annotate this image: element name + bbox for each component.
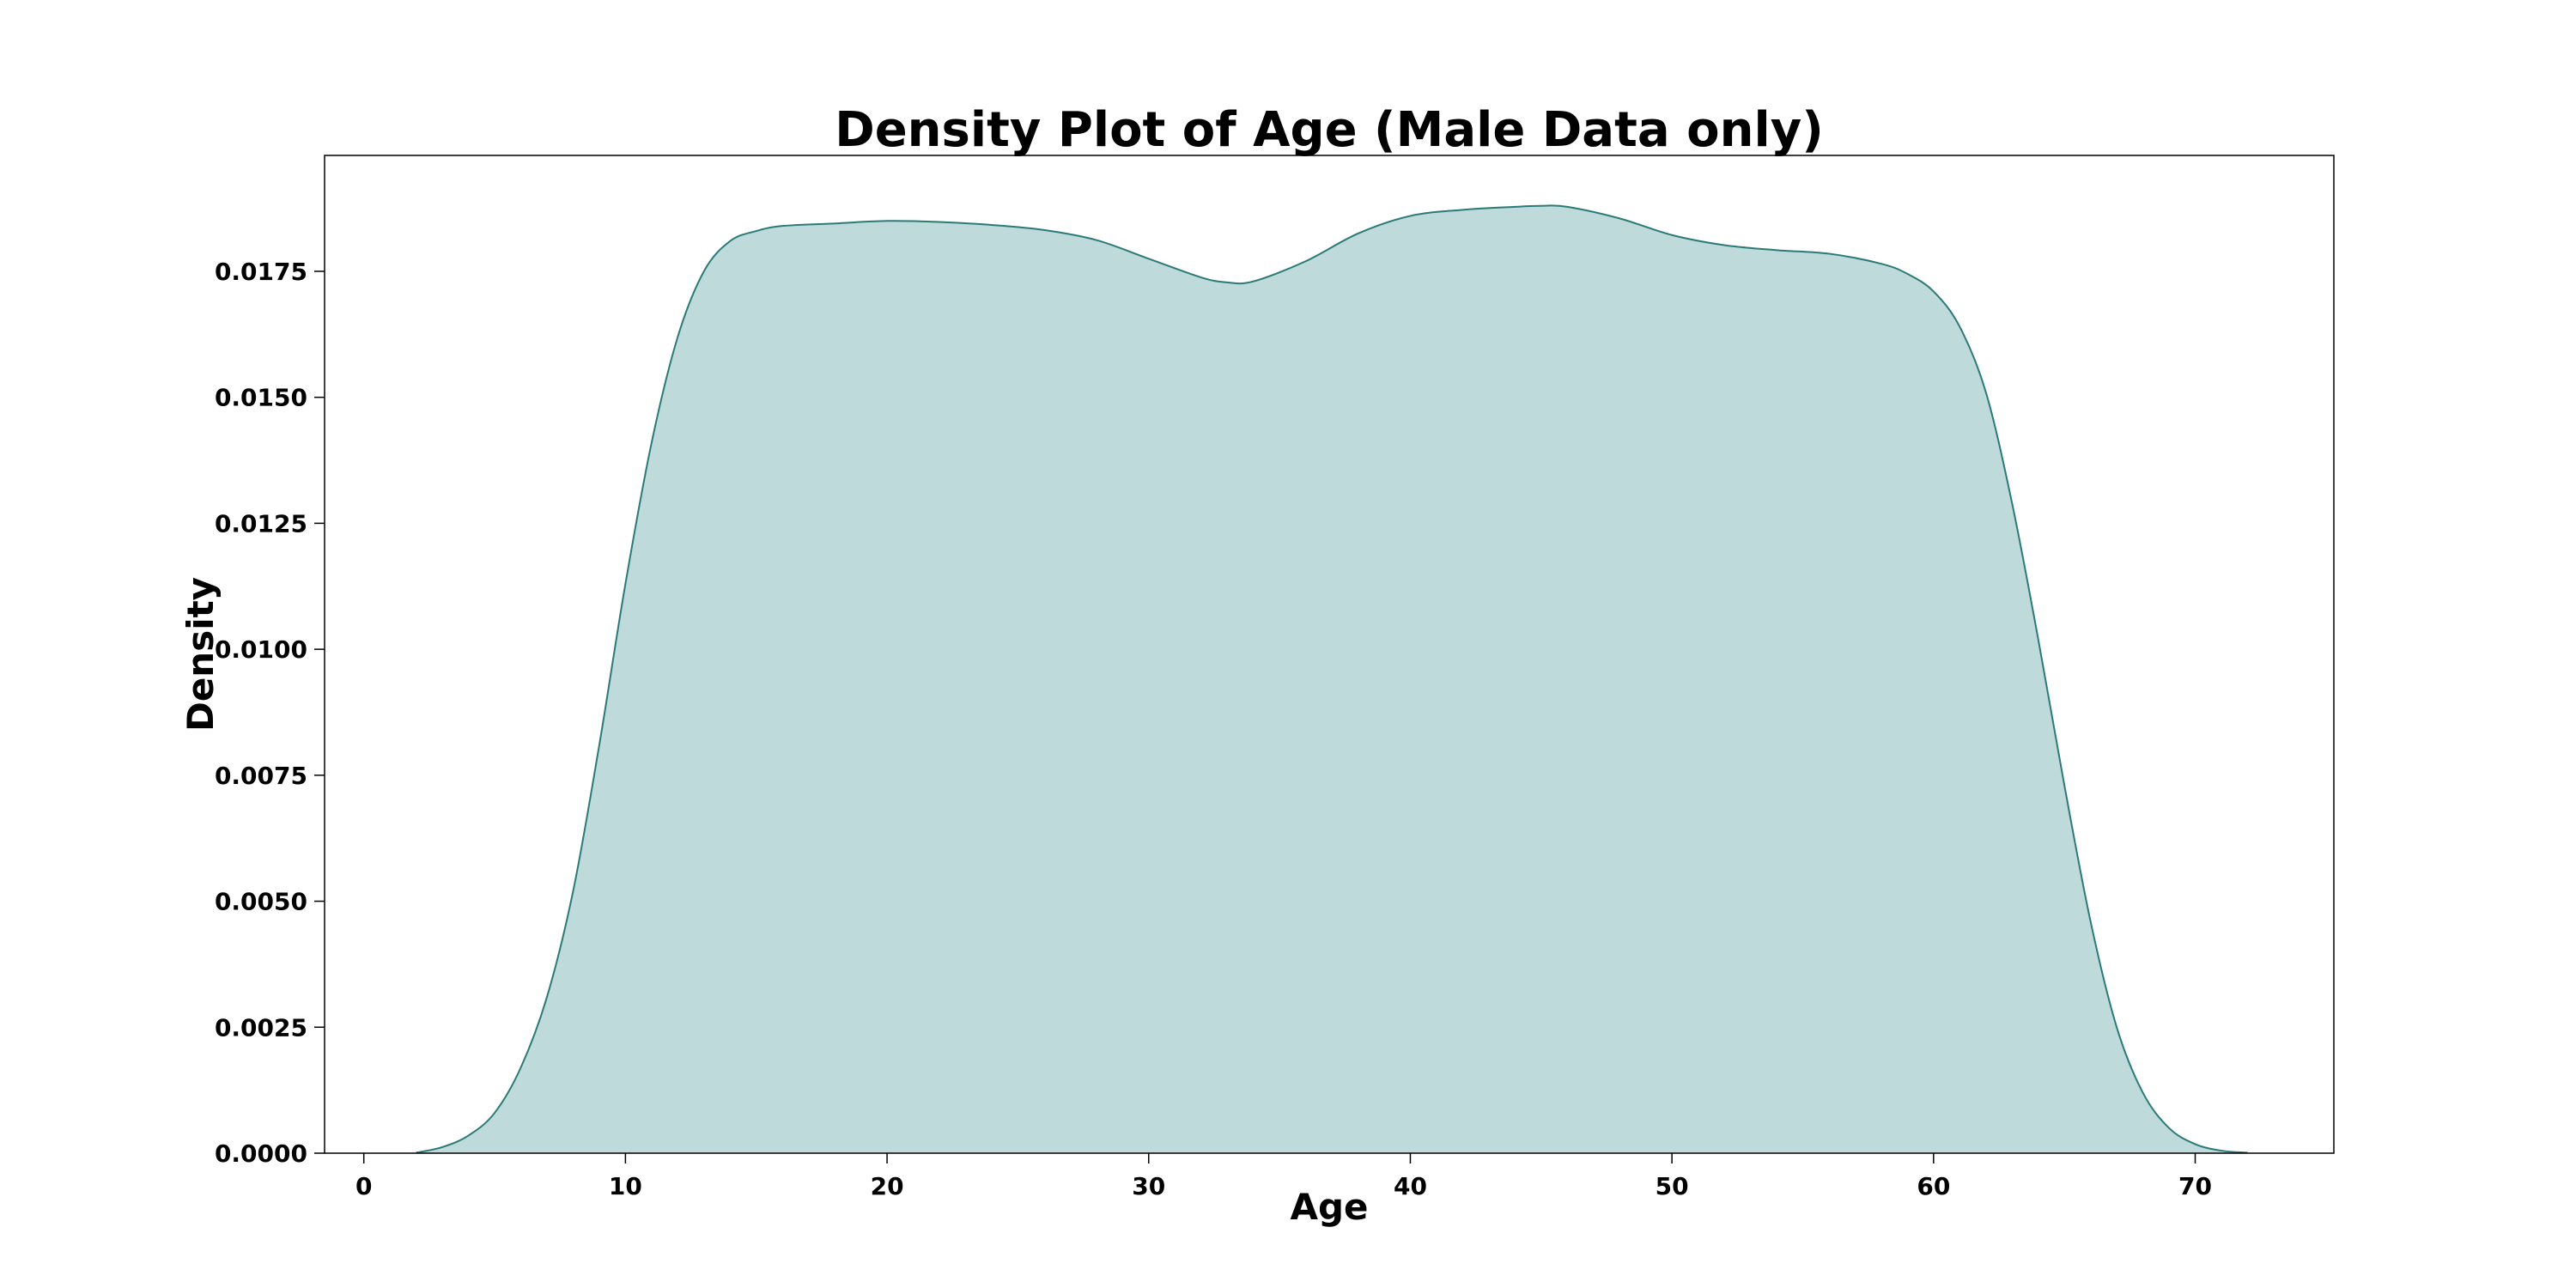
x-tick-label: 0 <box>355 1172 372 1200</box>
y-tick-label: 0.0150 <box>215 384 307 412</box>
x-tick-label: 40 <box>1394 1172 1427 1200</box>
plot-area <box>416 204 2248 1154</box>
x-tick-label: 70 <box>2178 1172 2212 1200</box>
density-line <box>416 204 2248 1154</box>
x-tick-label: 10 <box>609 1172 642 1200</box>
x-tick-label: 20 <box>871 1172 904 1200</box>
x-axis: 0 10 20 30 40 50 60 70 <box>355 1153 2212 1200</box>
x-axis-label: Age <box>1290 1186 1368 1228</box>
y-tick-label: 0.0075 <box>215 762 307 790</box>
y-tick-label: 0.0000 <box>215 1139 307 1168</box>
x-tick-label: 60 <box>1917 1172 1950 1200</box>
density-area <box>416 205 2248 1153</box>
y-tick-label: 0.0175 <box>215 258 307 286</box>
plot-frame <box>324 155 2335 1154</box>
y-tick-label: 0.0100 <box>215 635 307 664</box>
y-tick-label: 0.0125 <box>215 509 307 538</box>
x-tick-label: 50 <box>1656 1172 1689 1200</box>
x-tick-label: 30 <box>1132 1172 1165 1200</box>
y-axis: 0.0000 0.0025 0.0050 0.0075 0.0100 0.0125 0.01… <box>215 258 325 1168</box>
y-tick-label: 0.0025 <box>215 1013 307 1042</box>
chart-title: Density Plot of Age (Male Data only) <box>835 102 1824 158</box>
y-tick-label: 0.0050 <box>215 888 307 916</box>
y-axis-label: Density <box>179 577 222 732</box>
